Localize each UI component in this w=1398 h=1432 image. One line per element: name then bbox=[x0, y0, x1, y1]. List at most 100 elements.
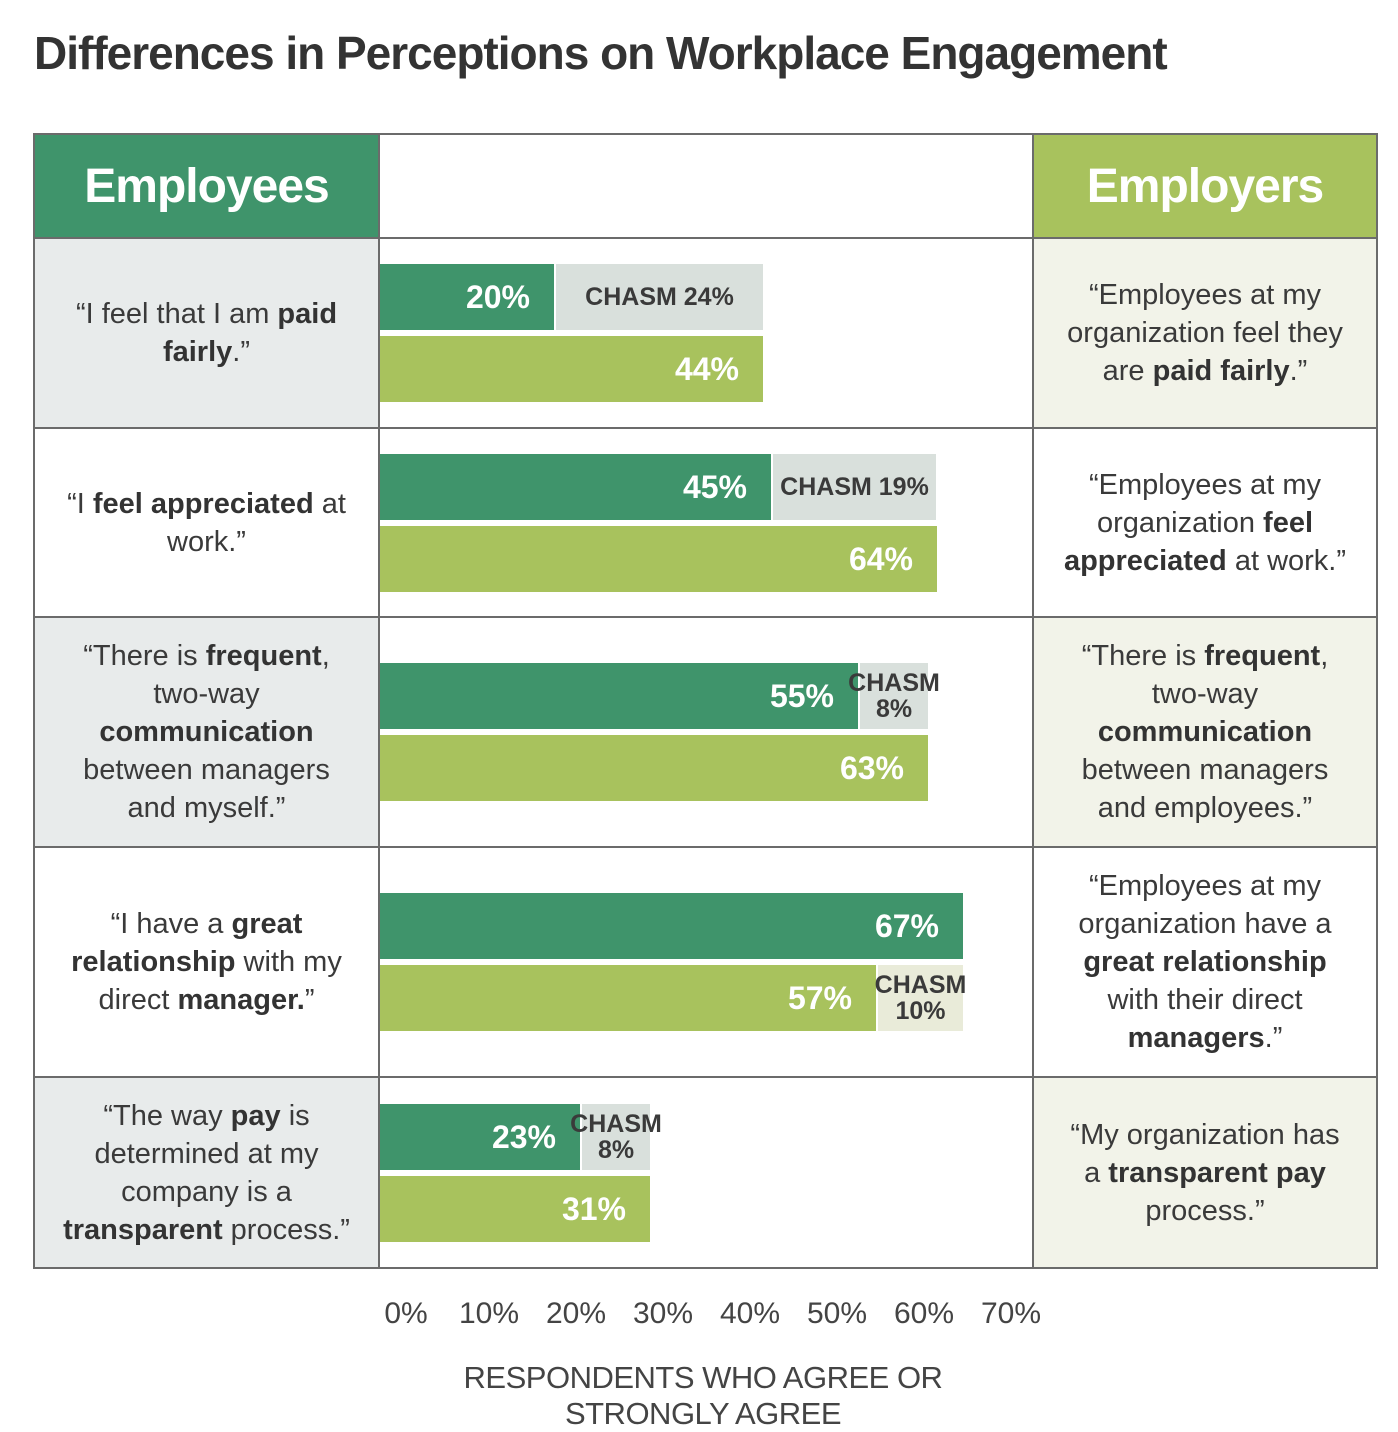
x-tick-label: 30% bbox=[632, 1297, 694, 1330]
x-tick-label: 10% bbox=[458, 1297, 520, 1330]
chasm-segment: CHASM 19% bbox=[773, 454, 936, 520]
row-divider bbox=[35, 427, 1376, 429]
employee-statement: “I have a great relationship with my dir… bbox=[35, 848, 378, 1076]
employees-header: Employees bbox=[35, 135, 378, 237]
employers-bar-label: 64% bbox=[848, 541, 913, 577]
employee-statement: “I feel appreciated at work.” bbox=[35, 429, 378, 616]
employers-bar: 44% bbox=[380, 336, 763, 402]
emphasis-text: transparent bbox=[63, 1213, 223, 1246]
chasm-label-line: 8% bbox=[597, 1136, 635, 1164]
employers-bar-label: 31% bbox=[561, 1191, 626, 1227]
column-divider bbox=[1032, 135, 1034, 1267]
quote-text: .” bbox=[232, 336, 251, 368]
quote-text: .” bbox=[1264, 1022, 1283, 1054]
emphasis-text: paid fairly bbox=[1152, 355, 1290, 387]
quote-text: , two-way bbox=[153, 640, 330, 710]
employers-bar: 63% bbox=[380, 735, 928, 801]
emphasis-text: transparent pay bbox=[1108, 1156, 1326, 1189]
chasm-segment: CHASM 10% bbox=[875, 965, 966, 1031]
chasm-label: CHASM 8% bbox=[848, 670, 940, 722]
x-axis-label: RESPONDENTS WHO AGREE OR STRONGLY AGREE bbox=[463, 1360, 943, 1431]
quote-text: “Employees at my organization feel they … bbox=[1067, 279, 1343, 387]
quote-text: “I feel that I am bbox=[75, 298, 278, 330]
chart-title: Differences in Perceptions on Workplace … bbox=[34, 27, 1168, 79]
employers-header: Employers bbox=[1034, 135, 1376, 237]
employer-statement: “Employees at my organization feel appre… bbox=[1034, 429, 1376, 616]
row-divider bbox=[35, 616, 1376, 618]
employees-bar: 67% bbox=[380, 893, 963, 959]
emphasis-text: great relationship bbox=[71, 908, 303, 978]
employees-bar-label: 67% bbox=[874, 908, 939, 944]
emphasis-text: manager. bbox=[177, 984, 305, 1016]
employee-statement-text: “There is frequent, two-way communicatio… bbox=[61, 637, 352, 827]
quote-text: .” bbox=[1289, 355, 1308, 387]
emphasis-text: frequent bbox=[205, 640, 322, 672]
quote-text: “There is bbox=[83, 640, 206, 672]
emphasis-text: pay bbox=[230, 1099, 281, 1132]
x-tick-label: 0% bbox=[384, 1297, 428, 1330]
employer-statement: “Employees at my organization have a gre… bbox=[1034, 848, 1376, 1076]
employees-bar-label: 45% bbox=[682, 469, 747, 505]
quote-text: between managers and employees.” bbox=[1081, 754, 1329, 824]
row-divider bbox=[35, 1076, 1376, 1078]
employer-statement-text: “Employees at my organization feel appre… bbox=[1060, 466, 1350, 580]
employee-statement-text: “I have a great relationship with my dir… bbox=[61, 905, 352, 1019]
employee-statement-text: “The way pay is determined at my company… bbox=[61, 1097, 352, 1249]
quote-text: “The way bbox=[103, 1099, 231, 1132]
employees-bar-label: 55% bbox=[769, 678, 834, 714]
emphasis-text: feel appreciated bbox=[92, 487, 314, 520]
quote-text: with my direct bbox=[98, 946, 342, 1016]
emphasis-text: frequent bbox=[1204, 640, 1321, 672]
employee-statement-text: “I feel that I am paid fairly.” bbox=[61, 295, 352, 371]
emphasis-text: communication bbox=[99, 716, 314, 748]
chasm-label: CHASM 24% bbox=[585, 284, 734, 310]
row-divider bbox=[35, 846, 1376, 848]
employers-bar: 57% bbox=[380, 965, 876, 1031]
quote-text: , two-way bbox=[1151, 640, 1329, 710]
emphasis-text: paid fairly bbox=[162, 298, 338, 368]
employers-bar-label: 63% bbox=[839, 750, 904, 786]
employer-statement-text: “Employees at my organization feel they … bbox=[1060, 276, 1350, 390]
employee-statement: “There is frequent, two-way communicatio… bbox=[35, 618, 378, 846]
chasm-label-line: CHASM 24% bbox=[585, 283, 734, 311]
employer-statement-text: “There is frequent, two-way communicatio… bbox=[1060, 637, 1350, 827]
chasm-label-line: 10% bbox=[895, 997, 946, 1025]
employer-statement-text: “Employees at my organization have a gre… bbox=[1060, 867, 1350, 1057]
chasm-label-line: CHASM bbox=[874, 971, 967, 999]
employer-statement-text: “My organization has a transparent pay p… bbox=[1060, 1116, 1350, 1230]
comparison-table: Employees Employers “I feel that I am pa… bbox=[33, 133, 1378, 1269]
chasm-label: CHASM 10% bbox=[875, 972, 967, 1024]
chasm-label-line: 8% bbox=[875, 695, 913, 723]
x-tick-label: 20% bbox=[545, 1297, 607, 1330]
chasm-label-line: CHASM 19% bbox=[780, 473, 929, 501]
row-divider bbox=[35, 237, 1376, 239]
employer-statement: “Employees at my organization feel they … bbox=[1034, 239, 1376, 427]
employers-bar-label: 57% bbox=[787, 980, 852, 1016]
chasm-label: CHASM 8% bbox=[570, 1111, 662, 1163]
employees-bar-label: 20% bbox=[465, 279, 530, 315]
quote-text: at work.” bbox=[1226, 544, 1347, 577]
employee-statement: “The way pay is determined at my company… bbox=[35, 1078, 378, 1267]
x-tick-label: 50% bbox=[806, 1297, 868, 1330]
chasm-segment: CHASM 8% bbox=[570, 1104, 662, 1170]
employer-statement: “My organization has a transparent pay p… bbox=[1034, 1078, 1376, 1267]
employers-bar: 31% bbox=[380, 1176, 650, 1242]
x-tick-label: 60% bbox=[893, 1297, 955, 1330]
quote-text: is determined at my company is a bbox=[94, 1099, 319, 1208]
quote-text: “My organization has a bbox=[1070, 1118, 1340, 1189]
employee-statement: “I feel that I am paid fairly.” bbox=[35, 239, 378, 427]
x-tick-label: 40% bbox=[719, 1297, 781, 1330]
quote-text: at work.” bbox=[167, 487, 346, 558]
chasm-label: CHASM 19% bbox=[780, 474, 929, 500]
quote-text: “There is bbox=[1081, 640, 1205, 672]
chasm-segment: CHASM 24% bbox=[556, 264, 763, 330]
quote-text: between managers and myself.” bbox=[83, 754, 330, 824]
employers-bar-label: 44% bbox=[674, 351, 739, 387]
employees-bar: 45% bbox=[380, 454, 771, 520]
quote-text: “I bbox=[67, 487, 93, 520]
emphasis-text: feel appreciated bbox=[1063, 506, 1314, 577]
employees-bar: 55% bbox=[380, 663, 858, 729]
column-divider bbox=[378, 135, 380, 1267]
chasm-label-line: CHASM bbox=[570, 1110, 662, 1138]
employees-bar: 20% bbox=[380, 264, 554, 330]
